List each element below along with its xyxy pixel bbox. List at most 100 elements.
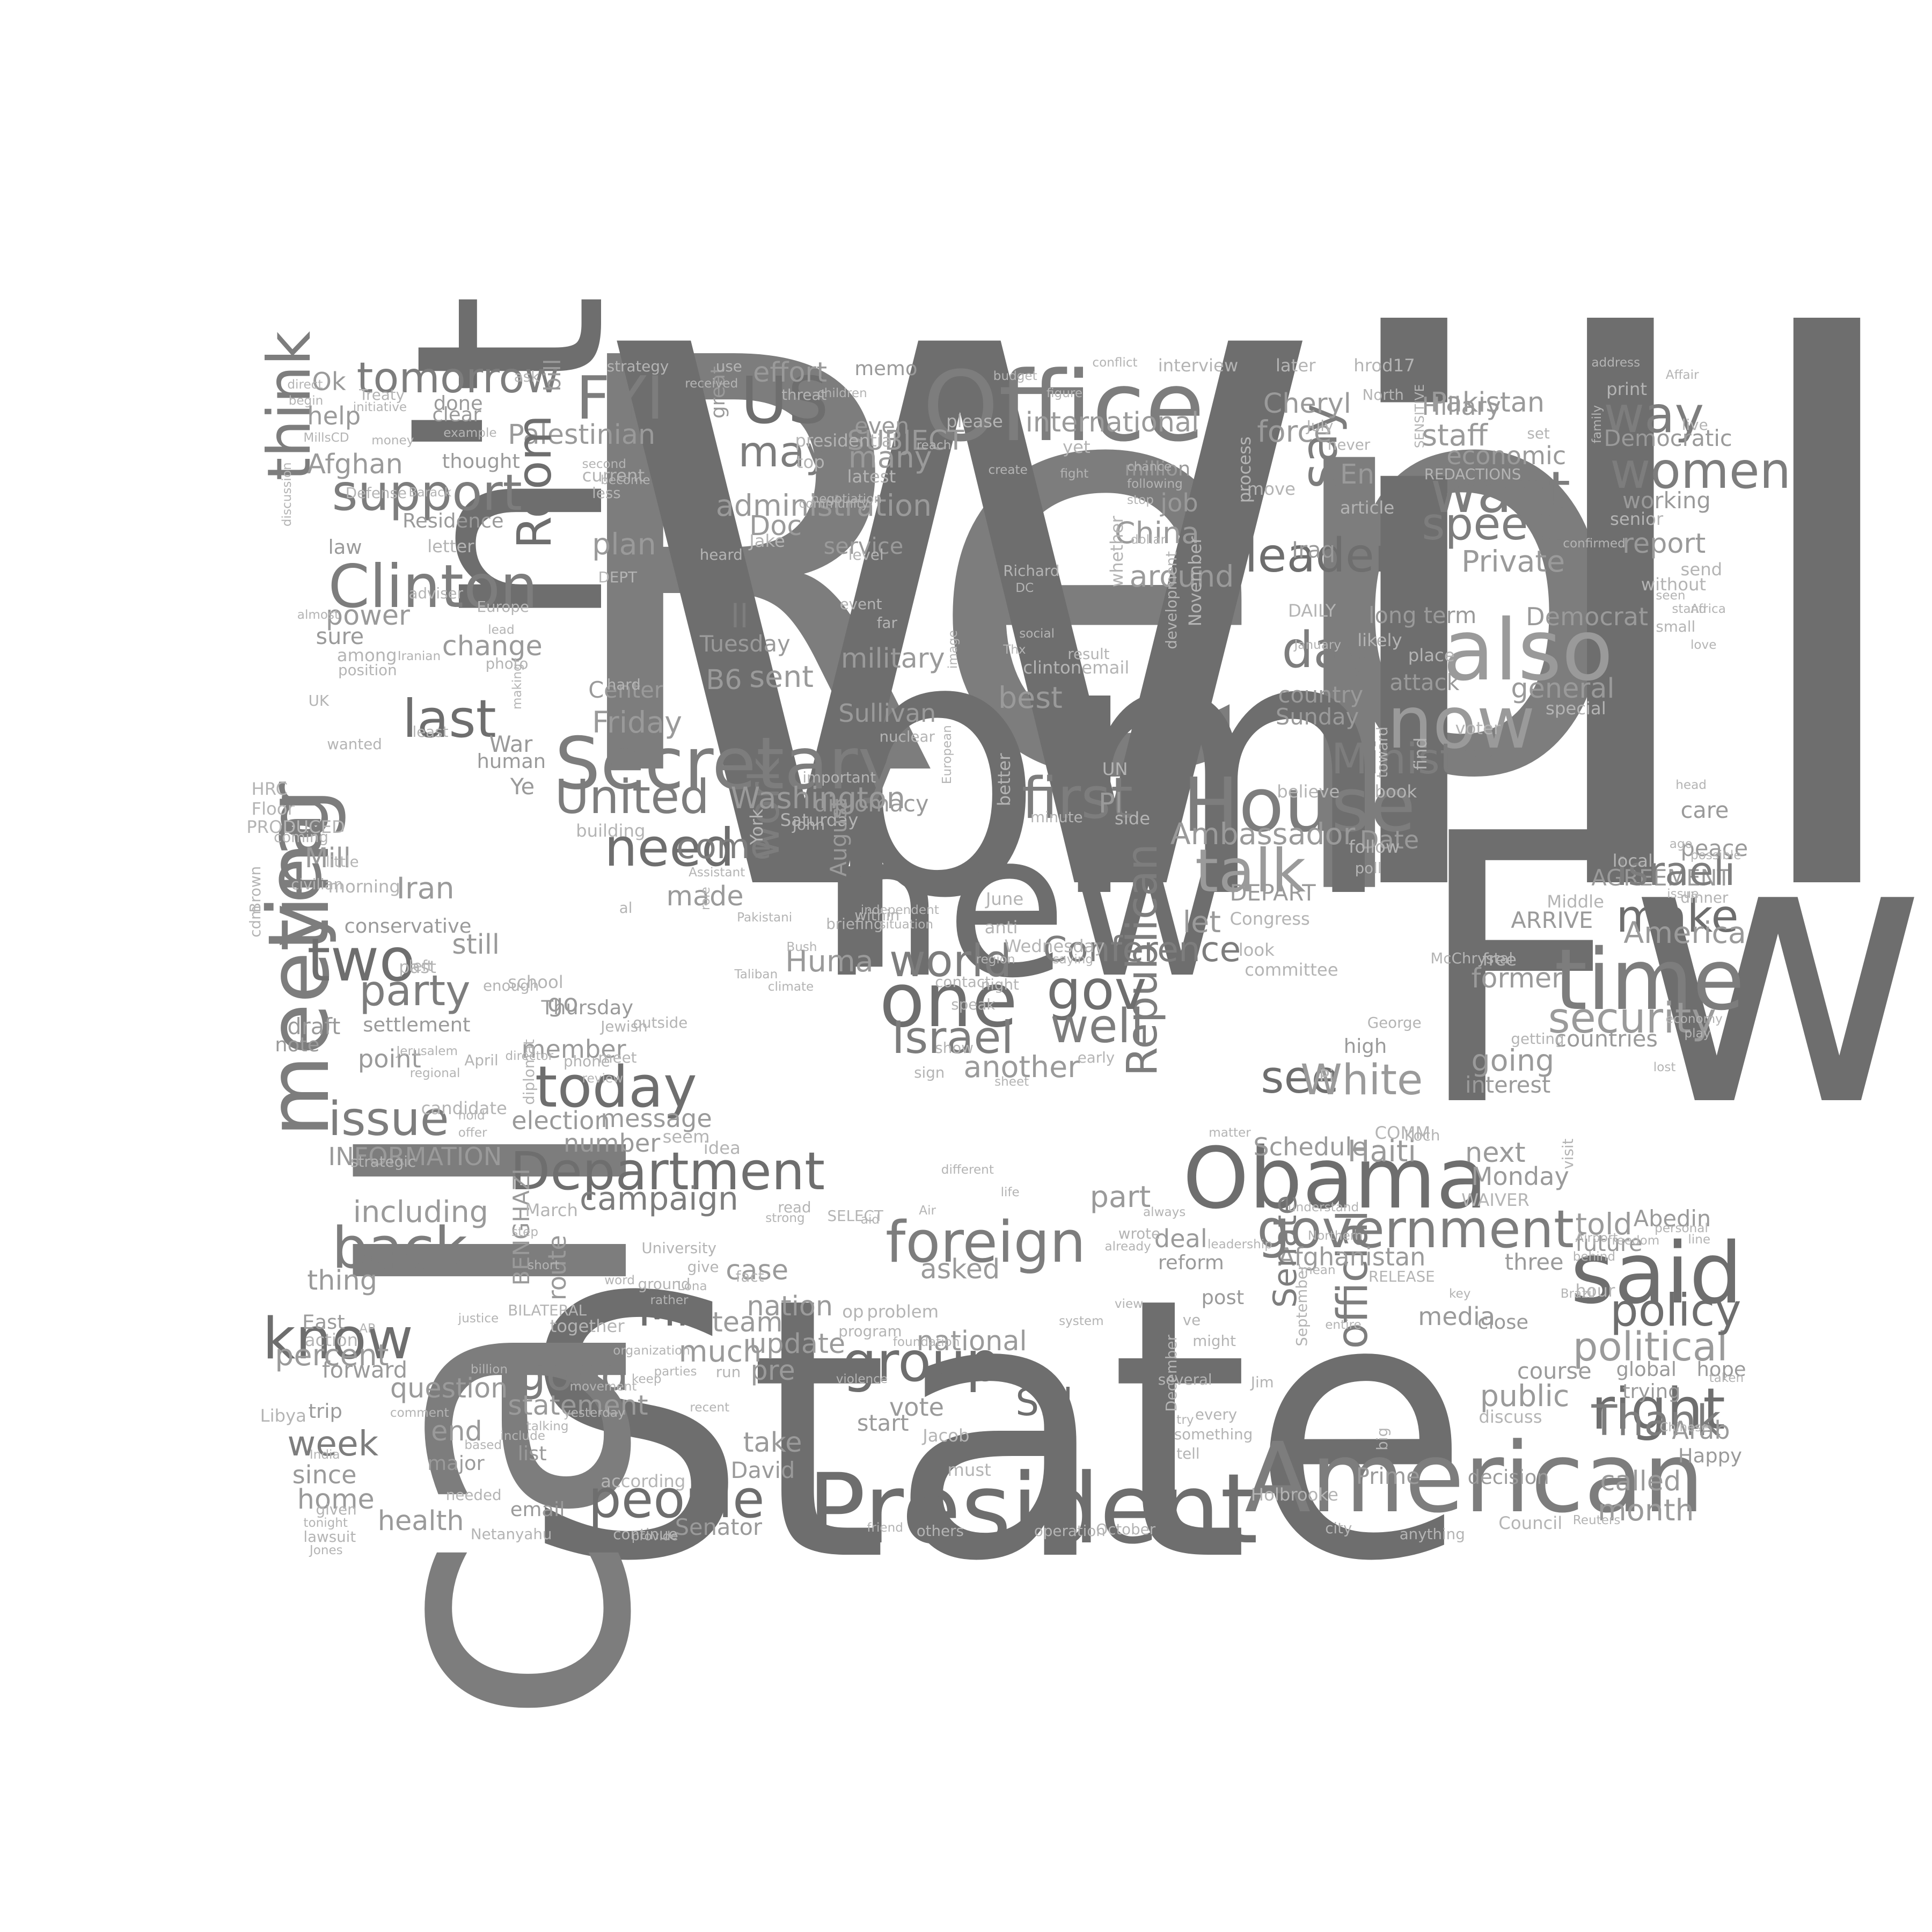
word: received (685, 376, 738, 391)
word: coming (274, 828, 328, 846)
word: around (1129, 559, 1234, 594)
word: SELECT (827, 1207, 883, 1225)
word: Abedin (1633, 1205, 1711, 1232)
word: understand (1288, 1200, 1359, 1214)
word: SENSITIVE (1413, 384, 1428, 449)
word: Center (588, 676, 663, 703)
word: Ok (312, 367, 346, 396)
word: election (511, 1106, 610, 1136)
word: statement (508, 1389, 648, 1421)
word: big (1373, 1427, 1391, 1451)
word: system (1059, 1314, 1104, 1328)
word: discussion (280, 462, 294, 526)
word: international (1025, 406, 1199, 438)
word: called (1600, 1465, 1681, 1497)
word: place (1408, 645, 1455, 665)
word: level (848, 546, 884, 564)
word: Date (1359, 825, 1419, 854)
word: Ye (510, 773, 535, 800)
word: go (547, 989, 579, 1018)
word: fact (735, 1268, 764, 1286)
word: country (1278, 681, 1364, 708)
word: speak (951, 995, 996, 1013)
word: school (508, 971, 564, 992)
word: Northern (1307, 1228, 1363, 1243)
word: meet (598, 1048, 637, 1066)
word: interest (1465, 1071, 1551, 1098)
word: believe (1277, 781, 1340, 802)
word: York (746, 808, 767, 845)
word: contact (935, 973, 991, 991)
word: independent (860, 903, 939, 917)
word: clintonemail (1023, 657, 1130, 678)
word: fight (1060, 467, 1089, 481)
word: Sullivan (838, 699, 936, 728)
word: less (592, 484, 621, 502)
word: seem (662, 1126, 710, 1147)
word: working (1622, 487, 1711, 514)
word: John (792, 816, 825, 834)
word: women (1610, 441, 1791, 500)
word: Thx (1003, 643, 1026, 657)
word: matter (1209, 1126, 1251, 1140)
word: public (1480, 1379, 1570, 1414)
word: candidate (421, 1098, 507, 1119)
word: left (408, 957, 433, 975)
word: anti (984, 917, 1018, 938)
word: offer (458, 1126, 487, 1140)
word: know (262, 1305, 413, 1372)
word: Libya (260, 1405, 306, 1426)
word: almost (297, 608, 340, 623)
word: United (554, 770, 709, 825)
word: asked (920, 1253, 1000, 1285)
word: ARRIVE (1511, 906, 1593, 933)
word: lead (488, 623, 515, 638)
word: Minister (1331, 734, 1500, 784)
word: Holbrooke (1250, 1484, 1338, 1505)
word: effort (753, 356, 828, 389)
word: early (1077, 1048, 1115, 1066)
word: use (715, 357, 742, 376)
word: next (1465, 1137, 1526, 1169)
word: anything (1399, 1525, 1465, 1543)
word: director (505, 1049, 554, 1063)
word: operation (1034, 1521, 1106, 1540)
word: long term (1368, 602, 1477, 629)
word: message (601, 1103, 712, 1133)
word: En (1340, 458, 1375, 490)
word: Floor (251, 798, 295, 819)
word: Happy (1678, 1444, 1742, 1468)
word: change (442, 630, 543, 662)
word: Haiti (1347, 1134, 1416, 1169)
word: DEPART (1230, 880, 1316, 906)
word: Will (592, 193, 1930, 1058)
word: India (309, 1448, 340, 1462)
word: staff (1422, 418, 1488, 453)
word: among (336, 645, 397, 665)
word: based (464, 1438, 502, 1452)
word: least (412, 723, 449, 741)
word: Room (507, 414, 562, 549)
word: Pakistan (1430, 386, 1545, 418)
word: letter (427, 536, 474, 557)
word: Lona (677, 1279, 707, 1294)
word: past (399, 957, 436, 978)
word: foundation (892, 1335, 960, 1349)
word: media (1418, 1302, 1496, 1331)
word: University (641, 1239, 717, 1257)
word: March (525, 1199, 578, 1220)
word: talking (526, 1419, 569, 1433)
word: view (1114, 1297, 1144, 1311)
word: role (698, 887, 713, 911)
word: lost (1653, 1060, 1676, 1074)
word: post (1201, 1286, 1245, 1309)
word: local (1612, 850, 1653, 871)
word: Iranian (397, 649, 441, 663)
word: tomorrow (356, 353, 559, 402)
word: little (325, 853, 359, 871)
word: State (520, 1221, 1471, 1640)
word: later (1275, 355, 1316, 376)
word: hold (458, 1108, 485, 1123)
word: Obama (1182, 1129, 1488, 1228)
word: Israel (891, 1012, 1014, 1064)
